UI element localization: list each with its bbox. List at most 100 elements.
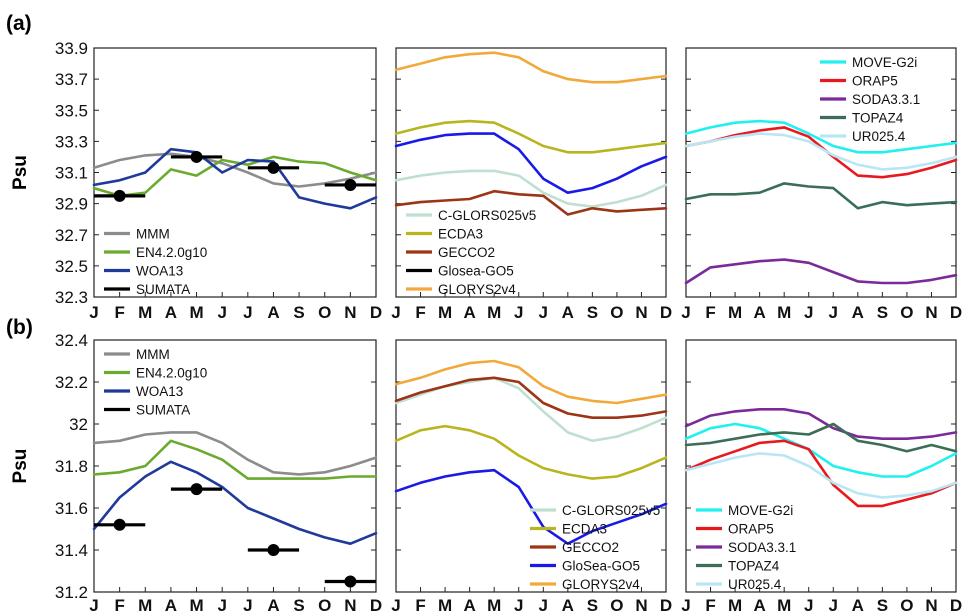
y-tick-label: 31.4 (55, 541, 88, 560)
y-tick-label: 32.4 (55, 331, 88, 350)
x-tick-label: M (138, 303, 152, 322)
x-tick-label: M (487, 596, 501, 613)
legend-label: GECCO2 (438, 245, 495, 260)
subplot-b-3: J F M A M J J A S O N DMOVE-G2iORAP5SODA3.3.1TOPAZ4… (681, 339, 962, 613)
x-tick-label: J (539, 596, 548, 613)
y-tick-label: 33.9 (55, 39, 88, 58)
series-line-ur025-4 (684, 452, 958, 499)
subplot-a-2: J F M A M J J A S O N DC-GLORS025v5ECDA3GECCO2Glose… (391, 47, 672, 322)
legend-label: TOPAZ4 (728, 559, 780, 574)
x-tick-label: S (877, 303, 888, 322)
x-tick-label: M (728, 303, 742, 322)
x-tick-label: A (852, 596, 864, 613)
x-tick-label: F (415, 596, 425, 613)
legend-label: SODA3.3.1 (852, 92, 920, 107)
legend-label: C-GLORS025v5 (438, 208, 536, 223)
legend-label: MMM (136, 347, 170, 362)
legend-label: WOA13 (136, 384, 183, 399)
x-tick-label: F (114, 596, 124, 613)
x-tick-label: N (344, 596, 356, 613)
series-line-c-glors025v5 (394, 169, 668, 208)
x-tick-label: A (165, 596, 177, 613)
x-tick-label: D (950, 303, 962, 322)
x-tick-label: S (587, 303, 598, 322)
series-line-ur025-4 (684, 132, 958, 171)
panel-label: (a) (6, 12, 32, 35)
x-tick-label: J (514, 596, 523, 613)
x-tick-label: F (705, 596, 715, 613)
x-tick-label: M (189, 596, 203, 613)
panel-label: (b) (6, 316, 33, 339)
x-tick-label: S (293, 596, 304, 613)
series-line-woa13 (92, 147, 378, 210)
y-tick-label: 32.2 (55, 373, 88, 392)
legend-label: SODA3.3.1 (728, 540, 796, 555)
x-tick-label: A (165, 303, 177, 322)
series-line-glosea-go5 (394, 468, 668, 546)
x-tick-label: A (267, 303, 279, 322)
series-line-mmm (92, 431, 378, 476)
series-line-move-g2i (684, 422, 958, 478)
series-line-glorys2v4 (394, 359, 668, 405)
legend: C-GLORS025v5 ECDA3 GECCO2 Glosea-GO5 GLORYS2… (406, 208, 536, 297)
x-tick-label: A (562, 596, 574, 613)
legend-label: ORAP5 (728, 522, 774, 537)
x-tick-label: M (438, 303, 452, 322)
series-line-soda3-3-1 (684, 258, 958, 285)
series-line-ecda3 (394, 424, 668, 480)
y-tick-label: 32.3 (55, 288, 88, 307)
legend-label: GECCO2 (562, 540, 619, 555)
y-tick-label: 33.3 (55, 132, 88, 151)
y-tick-label: 31.8 (55, 457, 88, 476)
legend-label: ECDA3 (438, 227, 483, 242)
y-tick-label: 32.5 (55, 257, 88, 276)
x-tick-label: O (610, 303, 623, 322)
legend-label: MOVE-G2i (728, 503, 793, 518)
y-axis-label: Psu (10, 449, 31, 484)
legend-label: GLORYS2v4 (562, 577, 640, 592)
y-tick-label: 32 (69, 415, 88, 434)
x-tick-label: J (514, 303, 523, 322)
legend-label: EN4.2.0g10 (136, 245, 207, 260)
series-line-topaz4 (684, 422, 958, 453)
legend-label: ORAP5 (852, 74, 898, 89)
legend-label: UR025.4 (728, 577, 782, 592)
x-tick-label: O (900, 596, 913, 613)
y-tick-label: 32.7 (55, 226, 88, 245)
subplot-b-2: J F M A M J J A S O N DC-GLORS025v5ECDA3GECCO2GloSe… (391, 339, 672, 613)
x-tick-label: M (438, 596, 452, 613)
series-line-woa13 (92, 460, 378, 546)
x-tick-label: M (138, 596, 152, 613)
y-tick-label: 33.7 (55, 70, 88, 89)
x-tick-label: J (804, 303, 813, 322)
legend: MMM EN4.2.0g10 WOA13 SUMATA (104, 347, 207, 418)
x-tick-label: J (89, 596, 98, 613)
legend-label: WOA13 (136, 264, 183, 279)
x-tick-label: A (753, 596, 765, 613)
x-tick-label: J (391, 303, 400, 322)
x-tick-label: D (660, 596, 672, 613)
legend: MMM EN4.2.0g10 WOA13 SUMATA (104, 227, 207, 297)
x-tick-label: J (89, 303, 98, 322)
series-line-mmm (92, 152, 378, 188)
y-tick-label: 31.2 (55, 583, 88, 602)
legend: C-GLORS025v5 ECDA3 GECCO2 GloSea-GO5 GLORYS2… (530, 503, 660, 592)
x-tick-label: D (950, 596, 962, 613)
x-tick-label: J (243, 596, 252, 613)
x-tick-label: J (391, 596, 400, 613)
x-tick-label: M (487, 303, 501, 322)
x-tick-label: D (370, 596, 382, 613)
legend: MOVE-G2i ORAP5 SODA3.3.1 TOPAZ4 UR025.4 (696, 503, 796, 592)
series-line-en4-2-0g10 (92, 439, 378, 480)
series-line-glosea-go5 (394, 132, 668, 194)
x-tick-label: S (293, 303, 304, 322)
sumata-point (113, 189, 126, 202)
legend: MOVE-G2i ORAP5 SODA3.3.1 TOPAZ4 UR025.4 (820, 55, 920, 144)
sumata-point (113, 518, 126, 531)
y-tick-label: 33.1 (55, 164, 88, 183)
x-tick-label: A (267, 596, 279, 613)
series-line-orap5 (684, 439, 958, 508)
x-tick-label: O (318, 596, 331, 613)
x-tick-label: J (829, 303, 838, 322)
